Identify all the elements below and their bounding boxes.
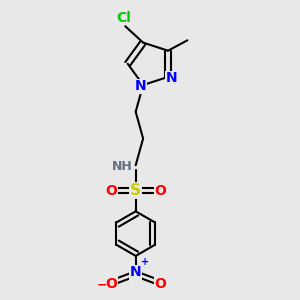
Text: O: O [154, 184, 166, 197]
Text: N: N [166, 71, 177, 85]
Text: −: − [97, 278, 107, 292]
Text: NH: NH [112, 160, 133, 173]
Text: S: S [130, 183, 141, 198]
Text: N: N [134, 80, 146, 94]
Text: O: O [105, 184, 117, 197]
Text: O: O [105, 277, 117, 291]
Text: N: N [130, 265, 142, 279]
Text: Cl: Cl [116, 11, 131, 25]
Text: +: + [141, 257, 149, 267]
Text: O: O [154, 277, 166, 291]
